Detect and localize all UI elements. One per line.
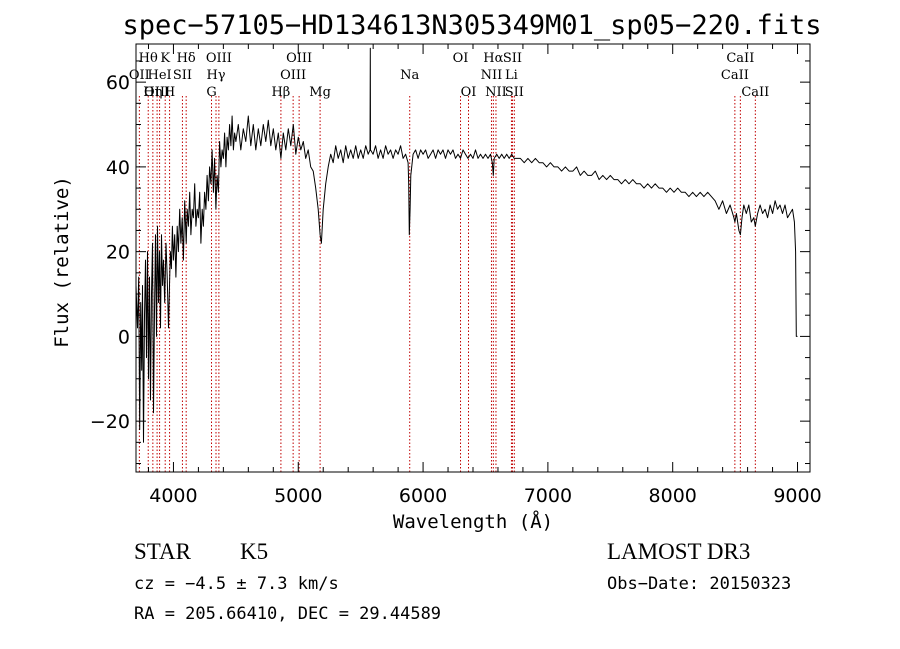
line-label: Hθ: [139, 51, 158, 66]
object-class: STAR: [134, 539, 192, 564]
line-label: Hα: [483, 51, 503, 66]
line-label: Hβ: [271, 85, 290, 100]
line-label: OI: [461, 85, 477, 100]
x-tick-label: 7000: [524, 485, 572, 507]
line-label: OI: [453, 51, 469, 66]
line-label: Na: [400, 68, 419, 83]
line-label: Li: [505, 68, 518, 83]
y-tick-label: 20: [106, 242, 130, 264]
tick-labels: 4000 5000 6000 7000 8000 9000 −20 0 20 40 60: [90, 72, 822, 507]
line-label: OIII: [286, 51, 312, 66]
x-tick-label: 6000: [399, 485, 447, 507]
flux-series-line: [135, 47, 798, 443]
line-label: OIII: [144, 85, 170, 100]
line-label: CaII: [741, 85, 769, 100]
chart-title: spec−57105−HD134613N305349M01_sp05−220.f…: [123, 10, 822, 41]
line-label: Mg: [309, 85, 331, 100]
line-label: HeI: [148, 68, 172, 83]
line-label: K: [160, 51, 170, 66]
line-label: OII: [129, 68, 150, 83]
x-tick-label: 4000: [149, 485, 197, 507]
line-label: OIII: [206, 51, 232, 66]
line-label: CaII: [721, 68, 749, 83]
line-label: SII: [173, 68, 192, 83]
line-label: SII: [505, 85, 524, 100]
line-label: H: [164, 85, 175, 100]
ra-dec: RA = 205.66410, DEC = 29.44589: [134, 604, 441, 624]
survey-name: LAMOST DR3: [607, 539, 750, 564]
axis-ticks: [136, 44, 810, 472]
line-label: NII: [481, 68, 503, 83]
object-subclass: K5: [240, 539, 268, 564]
x-tick-label: 5000: [274, 485, 322, 507]
line-label: Hη: [143, 85, 162, 100]
y-axis-label: Flux (relative): [51, 176, 73, 348]
y-tick-label: −20: [90, 411, 130, 433]
y-tick-label: 60: [106, 72, 130, 94]
line-label: NII: [485, 85, 507, 100]
line-label: Hδ: [177, 51, 196, 66]
line-label: G: [206, 85, 216, 100]
obs-date: Obs−Date: 20150323: [607, 574, 791, 594]
y-tick-label: 40: [106, 157, 130, 179]
x-axis-label: Wavelength (Å): [393, 510, 553, 533]
line-label: OIII: [280, 68, 306, 83]
line-label: SII: [503, 51, 522, 66]
plot-frame: [135, 43, 811, 473]
redshift-cz: cz = −4.5 ± 7.3 km/s: [134, 574, 339, 594]
y-tick-label: 0: [118, 326, 130, 348]
line-label: CaII: [726, 51, 754, 66]
x-tick-label: 9000: [773, 485, 821, 507]
x-tick-label: 8000: [649, 485, 697, 507]
line-label: Hγ: [206, 68, 225, 83]
